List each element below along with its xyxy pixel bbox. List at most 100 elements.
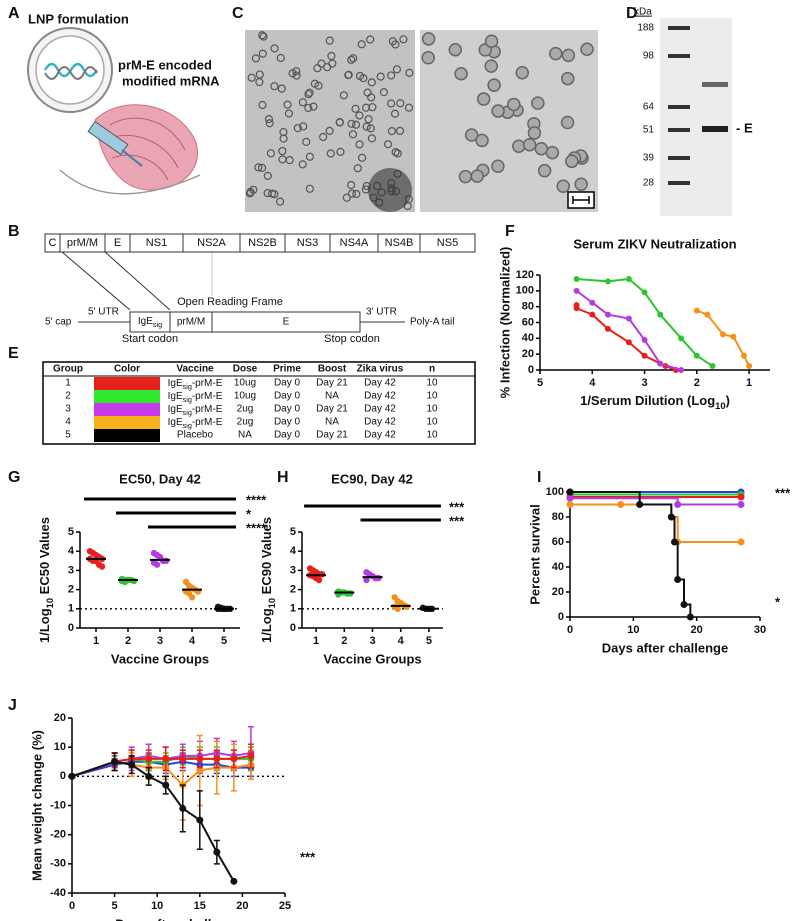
data-point [704,311,711,318]
table-header: Zika virus [357,364,404,375]
particle [355,140,364,149]
color-swatch [94,377,160,390]
orf-lines [61,251,171,311]
genome-label: NS1 [146,237,167,249]
y-axis-label-part: EC90 Values [259,517,274,598]
panel-label: C [232,5,244,22]
table-cell: IgEsig-prM-E [168,404,223,418]
particle [302,137,311,146]
construct-label: 5' UTR [88,307,119,318]
data-point [737,493,745,501]
particle [298,98,307,107]
mrna [43,62,99,78]
particle [362,122,371,131]
particle [352,189,361,199]
x-tick-label: 0 [69,900,75,912]
table-cell: Day 0 [274,430,301,441]
particle [515,65,529,80]
particle [313,64,322,73]
y-tick-label: 5 [68,526,74,538]
data-point [179,804,187,812]
particle [344,70,353,79]
ladder-band [668,105,690,109]
y-axis-label-part: 10 [45,598,55,608]
genome-label: NS2A [197,237,226,249]
y-tick-label: 10 [54,741,66,753]
genome-label: NS5 [437,237,458,249]
ladder-band [668,26,690,30]
particle [310,79,319,88]
table-cell: 4 [65,417,71,428]
y-tick-label: 20 [552,586,564,598]
particle [336,147,345,156]
table-cell-part: sig [183,395,192,404]
particle [387,99,396,108]
data-point [719,331,726,338]
y-tick-label: 40 [552,561,564,573]
y-tick-label: 3 [68,564,74,576]
particle [270,190,279,199]
y-tick-label: 100 [546,486,564,498]
data-point [641,289,648,296]
needle [121,149,143,167]
x-axis-label: Vaccine Groups [111,651,209,666]
fit-line [576,277,714,367]
table-cell: Day 42 [364,430,396,441]
chart-title: EC50, Day 42 [119,471,201,486]
construct-label: 3' UTR [366,307,397,318]
genome-label: NS3 [297,237,318,249]
data-point [213,848,221,856]
y-tick-label: 40 [522,332,534,344]
panel-label: A [8,5,20,22]
color-swatch [94,403,160,416]
data-point [145,755,153,763]
particle [522,137,537,152]
construct-label-part: IgE [138,316,153,327]
x-tick-label: 4 [189,635,196,647]
particle [506,97,521,112]
table-cell: Day 0 [274,417,301,428]
particle [325,126,334,135]
particle [298,160,307,169]
particle [527,126,542,140]
particle [335,118,344,127]
particle [405,68,414,77]
ladder-band [668,128,690,132]
construct-label: Stop codon [324,333,380,345]
table-cell: 2 [65,391,71,402]
x-tick-label: 15 [194,900,206,912]
particle [254,163,263,172]
y-tick-label: 5 [290,526,296,538]
y-tick-label: 60 [552,536,564,548]
data-point [315,576,323,584]
data-point [657,311,664,318]
data-point [196,767,204,774]
genome-label: NS2B [248,237,277,249]
particle [326,149,335,158]
table-header: Color [114,364,140,375]
scale-bar [572,196,590,204]
particle [304,103,313,113]
table-header: Boost [318,364,347,375]
particle [574,177,588,192]
significance-label: **** [246,492,267,507]
particle [421,51,435,65]
table-cell: NA [238,430,252,441]
particle [545,145,560,160]
particle [347,180,356,190]
gel-marker-label: 98 [643,51,655,62]
particle [376,72,385,81]
ladder-band [668,54,690,58]
particle [305,88,314,97]
data-point [153,561,161,568]
table-cell-part: sig [183,408,192,417]
data-point [746,363,753,370]
x-axis-label: Days after challenge [115,916,241,921]
lnp-illustration [27,27,201,195]
y-axis-label-part: 10 [267,598,277,608]
particle [355,111,364,120]
data-point [678,335,685,342]
particle [561,71,575,86]
data-point [680,601,688,608]
particle [421,32,436,46]
